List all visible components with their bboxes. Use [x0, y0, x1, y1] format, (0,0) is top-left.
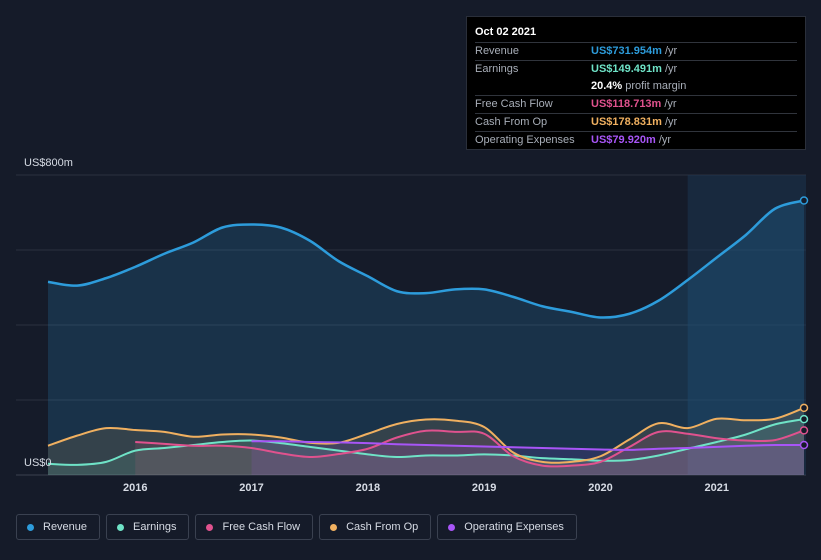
tooltip-row-unit: /yr — [664, 63, 678, 75]
tooltip-row-label: Operating Expenses — [475, 134, 575, 146]
tooltip-row: Cash From Op US$178.831m/yr — [475, 113, 797, 131]
tooltip-row-value: US$79.920m — [591, 134, 656, 146]
legend-item-label: Operating Expenses — [464, 521, 564, 533]
tooltip-row-value: 20.4% — [591, 80, 623, 92]
y-axis-top-label: US$800m — [24, 157, 73, 169]
tooltip-row: Revenue US$731.954m/yr — [475, 42, 797, 60]
earnings-end-point — [799, 414, 809, 424]
cash-from-op-line — [47, 406, 805, 464]
x-tick-label: 2018 — [356, 482, 380, 494]
cash-from-op-end-point — [799, 403, 809, 413]
tooltip-row-value: US$178.831m — [591, 116, 662, 128]
series-lines — [47, 199, 805, 468]
earnings-line — [47, 418, 805, 466]
tooltip-date: Oct 02 2021 — [475, 26, 537, 38]
legend-item-label: Free Cash Flow — [222, 521, 301, 533]
tooltip-row-label: Revenue — [475, 45, 520, 57]
data-tooltip: Oct 02 2021 Revenue US$731.954m/yr Earning… — [466, 16, 806, 150]
tooltip-row: Free Cash Flow US$118.713m/yr — [475, 95, 797, 113]
legend-dot-icon — [448, 523, 456, 531]
legend-item-label: Cash From Op — [346, 521, 419, 533]
tooltip-row-unit: /yr — [664, 116, 678, 128]
legend-item-operating-expenses[interactable]: Operating Expenses — [437, 514, 577, 540]
tooltip-row-label: Earnings — [475, 63, 519, 75]
free-cash-flow-end-point — [799, 426, 809, 435]
x-tick-label: 2017 — [239, 482, 263, 494]
revenue-line — [47, 199, 805, 319]
tooltip-row-value: US$118.713m — [591, 98, 662, 110]
legend-item-label: Earnings — [133, 521, 177, 533]
y-axis-bottom-label: US$0 — [24, 457, 52, 469]
x-tick-label: 2020 — [588, 482, 612, 494]
x-tick-label: 2016 — [123, 482, 147, 494]
cash-from-op-area — [48, 407, 804, 475]
revenue-area — [48, 200, 804, 475]
series-end-dots — [799, 196, 809, 450]
operating-expenses-line — [251, 440, 805, 451]
tooltip-row: Earnings US$149.491m/yr — [475, 60, 797, 78]
legend-dot-icon — [206, 523, 214, 531]
x-tick-label: 2019 — [472, 482, 496, 494]
legend-dot-icon — [330, 523, 338, 531]
legend-dot-icon — [117, 523, 125, 531]
free-cash-flow-area — [135, 430, 804, 475]
tooltip-row-label: Free Cash Flow — [475, 98, 553, 110]
tooltip-row-unit: /yr — [658, 134, 672, 146]
x-axis-ticks: 2016 2017 2018 2019 2020 2021 — [123, 482, 729, 494]
free-cash-flow-line — [135, 429, 805, 468]
tooltip-row-unit: profit margin — [625, 80, 687, 92]
forecast-highlight — [687, 175, 806, 475]
tooltip-row: Operating Expenses US$79.920m/yr — [475, 131, 797, 149]
tooltip-row-unit: /yr — [664, 45, 678, 57]
revenue-end-point — [799, 196, 809, 205]
tooltip-row-unit: /yr — [664, 98, 677, 110]
operating-expenses-end-point — [799, 440, 809, 450]
chart-legend: Revenue Earnings Free Cash Flow Cash From O… — [16, 514, 577, 540]
tooltip-row-value: US$149.491m — [591, 63, 662, 75]
legend-item-label: Revenue — [43, 521, 88, 533]
legend-item-earnings[interactable]: Earnings — [106, 514, 190, 540]
grid-lines — [16, 174, 806, 476]
tooltip-row: 20.4% profit margin — [475, 78, 797, 95]
legend-item-revenue[interactable]: Revenue — [16, 514, 101, 540]
tooltip-row-label: Cash From Op — [475, 116, 548, 128]
legend-item-cash-from-op[interactable]: Cash From Op — [319, 514, 432, 540]
legend-item-free-cash-flow[interactable]: Free Cash Flow — [195, 514, 314, 540]
tooltip-row-label — [475, 78, 591, 95]
x-tick-label: 2021 — [705, 482, 729, 494]
tooltip-row-value: US$731.954m — [591, 45, 662, 57]
tooltip-rows: Revenue US$731.954m/yr Earnings US$149.491m… — [475, 42, 797, 149]
legend-dot-icon — [27, 523, 34, 531]
